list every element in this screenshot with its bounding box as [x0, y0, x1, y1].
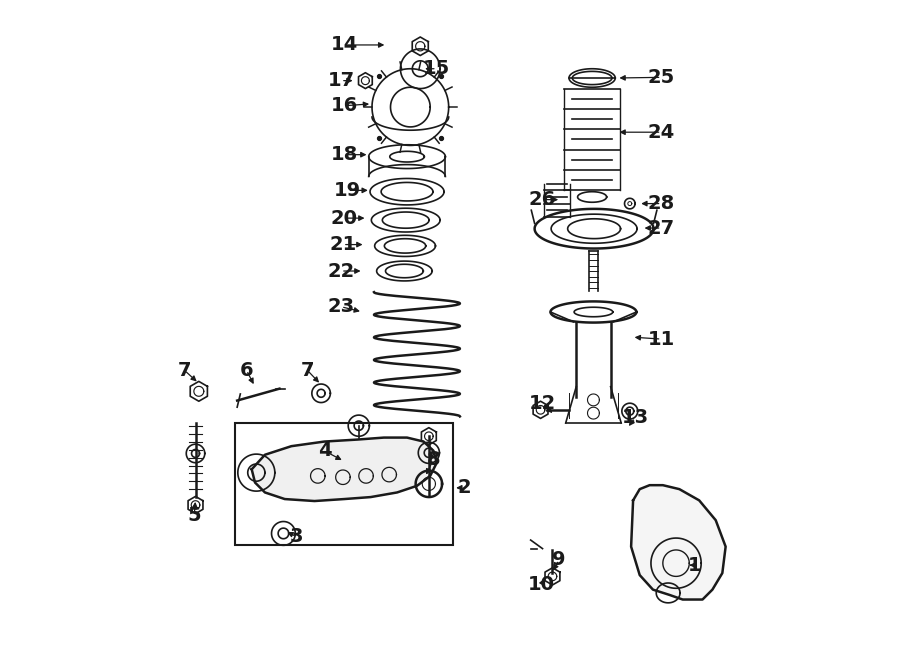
- Text: 2: 2: [458, 479, 472, 497]
- Bar: [235, 423, 454, 545]
- Text: 3: 3: [290, 527, 303, 546]
- Text: 5: 5: [187, 506, 201, 525]
- Text: 8: 8: [427, 450, 440, 469]
- Text: 28: 28: [648, 194, 675, 213]
- Text: 27: 27: [648, 219, 675, 237]
- Polygon shape: [252, 438, 436, 501]
- Text: 9: 9: [553, 551, 566, 569]
- Text: 18: 18: [330, 145, 358, 164]
- Text: 14: 14: [330, 36, 358, 54]
- Text: 12: 12: [529, 394, 556, 412]
- Polygon shape: [631, 485, 725, 600]
- Text: 13: 13: [622, 408, 649, 427]
- Text: 7: 7: [177, 361, 191, 379]
- Text: 20: 20: [330, 209, 357, 227]
- Text: 17: 17: [328, 71, 355, 90]
- Text: 24: 24: [648, 123, 675, 141]
- Text: 22: 22: [328, 262, 355, 280]
- Text: 10: 10: [527, 576, 554, 594]
- Text: 15: 15: [423, 59, 450, 78]
- Text: 19: 19: [334, 181, 361, 200]
- Text: 6: 6: [239, 361, 253, 379]
- Text: 16: 16: [330, 97, 358, 115]
- Text: 25: 25: [648, 68, 675, 87]
- Text: 7: 7: [301, 361, 314, 379]
- Text: 21: 21: [329, 235, 356, 254]
- Text: 1: 1: [688, 556, 701, 574]
- Text: 4: 4: [318, 442, 331, 460]
- Text: 11: 11: [648, 330, 675, 348]
- Text: 23: 23: [328, 297, 355, 316]
- Text: 26: 26: [529, 190, 556, 209]
